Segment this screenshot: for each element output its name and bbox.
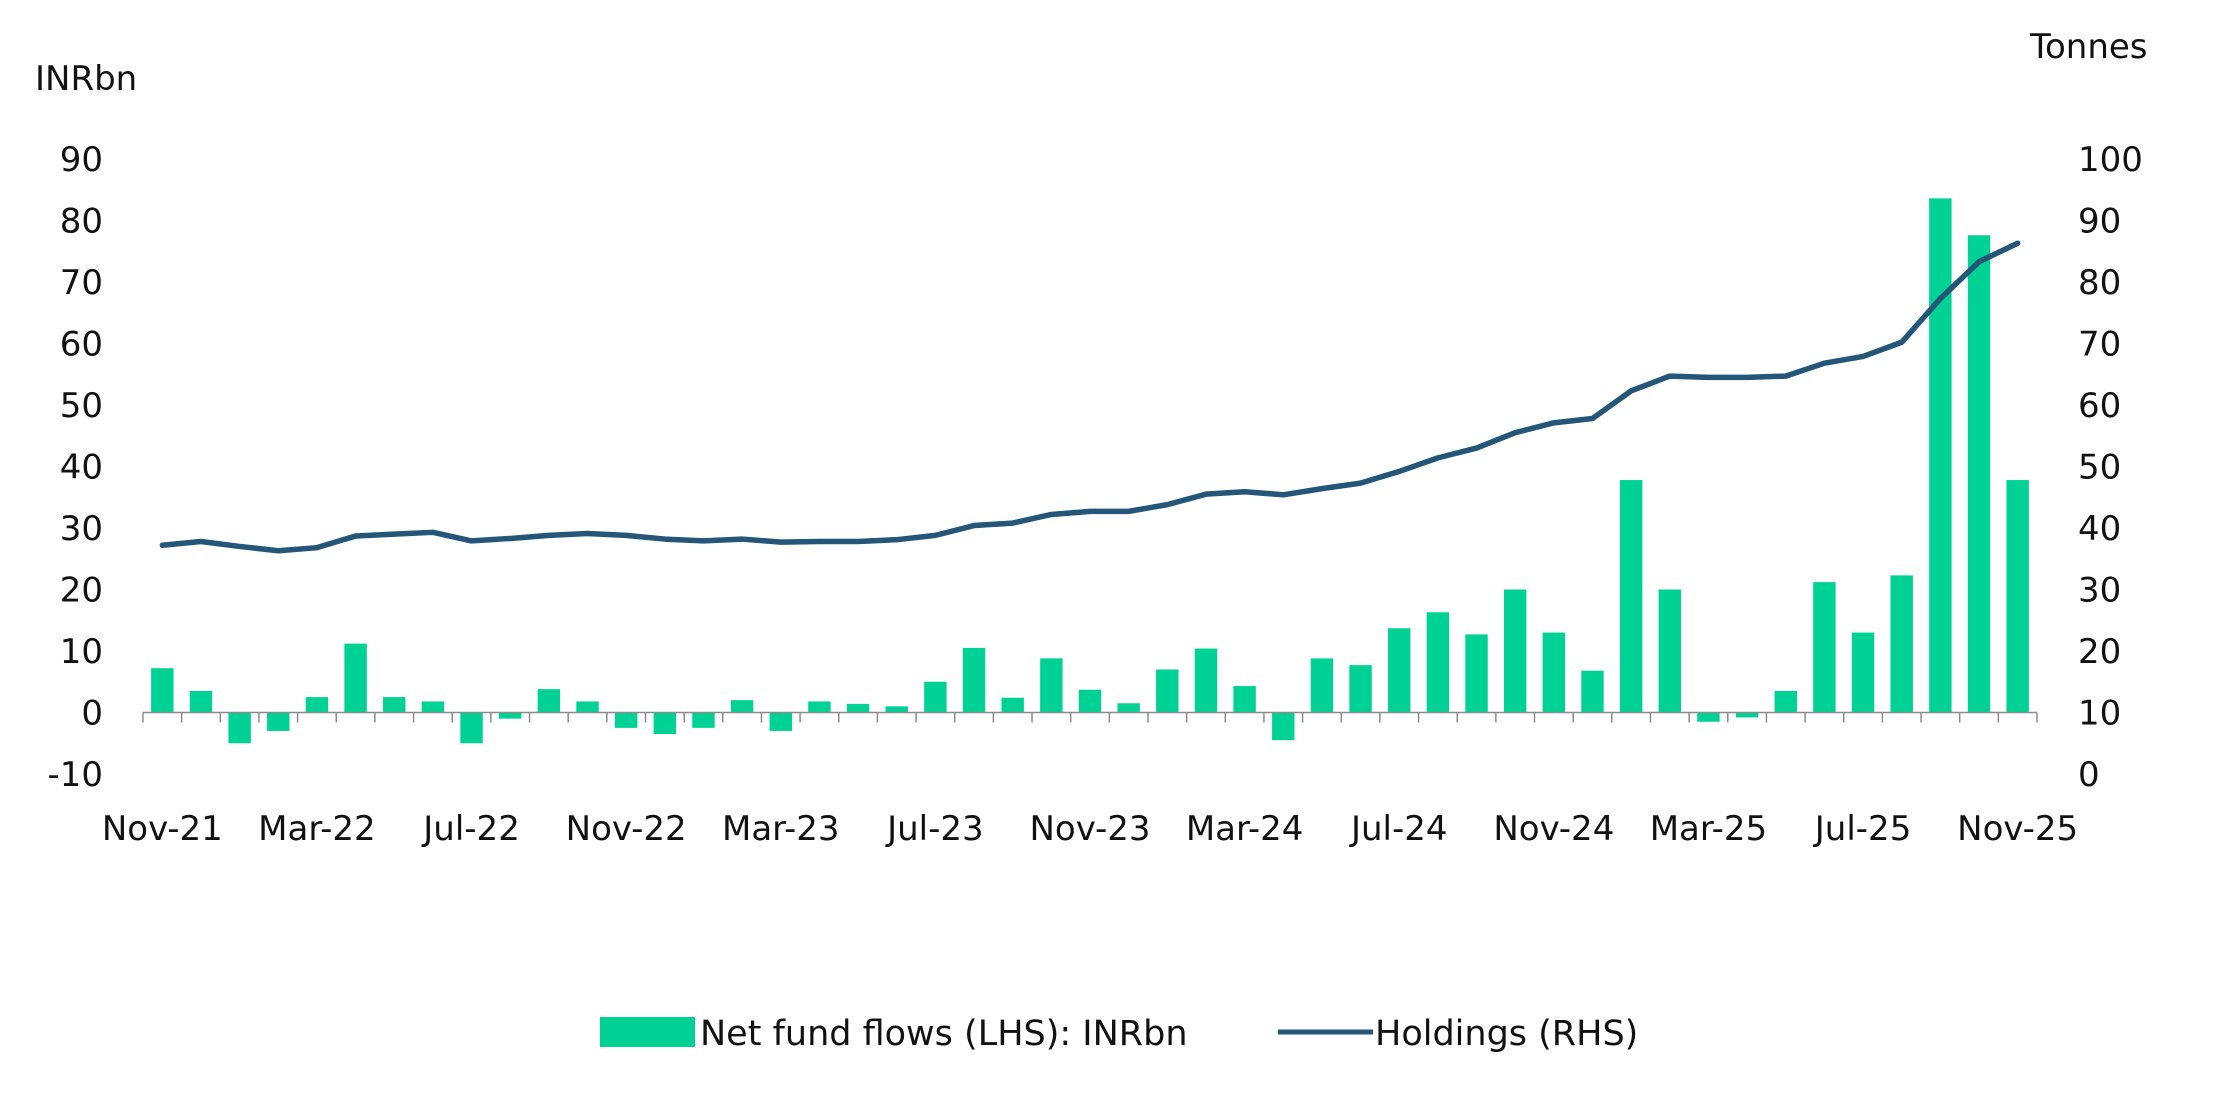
left-tick-label: 60 <box>60 325 103 365</box>
bar-aug-25 <box>1890 575 1913 713</box>
x-tick-label: Jul-24 <box>1349 809 1448 849</box>
bar-series-net-fund-flows <box>151 198 2029 744</box>
bar-apr-22 <box>344 643 367 713</box>
bar-dec-21 <box>189 690 213 713</box>
x-tick-label: Jul-22 <box>421 809 520 849</box>
chart-axes <box>142 711 2038 723</box>
bar-may-25 <box>1774 690 1797 713</box>
bar-oct-22 <box>576 701 599 713</box>
bar-oct-24 <box>1503 589 1527 713</box>
bar-sep-23 <box>1001 697 1024 713</box>
right-axis-ticks: 0 10 20 30 40 50 60 70 80 90 100 <box>2078 140 2143 795</box>
bar-aug-22 <box>498 712 522 719</box>
left-tick-label: 90 <box>60 140 103 180</box>
bar-jan-25 <box>1619 480 1643 713</box>
legend-label-net-fund-flows: Net fund flows (LHS): INRbn <box>700 1014 1188 1054</box>
bar-jun-23 <box>885 706 908 713</box>
bar-nov-22 <box>614 712 638 728</box>
bar-aug-23 <box>962 647 986 713</box>
x-tick-label: Nov-24 <box>1493 809 1614 849</box>
bar-mar-23 <box>769 712 792 731</box>
bar-jul-23 <box>924 681 947 713</box>
x-tick-label: Nov-22 <box>566 809 687 849</box>
right-tick-label: 70 <box>2078 325 2121 365</box>
left-tick-label: 70 <box>60 263 103 303</box>
bar-dec-22 <box>653 712 677 735</box>
x-axis-ticks: Nov-21 Mar-22 Jul-22 Nov-22 Mar-23 Jul-23 Nov-… <box>102 809 2078 849</box>
right-tick-label: 90 <box>2078 202 2121 242</box>
left-axis-ticks: -10 0 10 20 30 40 50 60 70 80 90 <box>47 140 103 795</box>
bar-oct-25 <box>1967 235 1991 713</box>
bar-mar-25 <box>1697 712 1720 722</box>
right-tick-label: 10 <box>2078 694 2121 734</box>
right-tick-label: 20 <box>2078 632 2121 672</box>
bar-sep-24 <box>1465 634 1488 713</box>
right-axis-unit-label: Tonnes <box>2029 27 2148 67</box>
bar-apr-24 <box>1272 712 1295 741</box>
x-tick-label: Mar-25 <box>1650 809 1768 849</box>
bar-nov-25 <box>2006 480 2029 713</box>
bar-nov-24 <box>1542 632 1566 713</box>
line-series-holdings <box>159 240 2021 554</box>
bar-jun-24 <box>1349 665 1372 713</box>
bar-may-22 <box>383 697 406 713</box>
right-tick-label: 60 <box>2078 386 2121 426</box>
left-tick-label: 50 <box>60 386 103 426</box>
bar-jan-24 <box>1156 669 1179 713</box>
bar-feb-25 <box>1658 589 1682 713</box>
legend-bar-swatch <box>600 1017 695 1047</box>
left-tick-label: 80 <box>60 202 103 242</box>
left-tick-label: 30 <box>60 509 103 549</box>
right-tick-label: 30 <box>2078 571 2121 611</box>
right-tick-label: 50 <box>2078 448 2121 488</box>
x-tick-label: Mar-23 <box>722 809 840 849</box>
bar-dec-24 <box>1581 670 1604 713</box>
bar-may-24 <box>1310 658 1334 713</box>
bar-feb-22 <box>267 712 290 731</box>
bar-mar-24 <box>1233 686 1256 713</box>
bar-nov-21 <box>151 668 174 713</box>
bar-jul-25 <box>1851 632 1875 713</box>
bar-sep-22 <box>537 689 561 713</box>
bar-apr-25 <box>1735 712 1759 718</box>
left-tick-label: 20 <box>60 571 103 611</box>
legend-label-holdings: Holdings (RHS) <box>1375 1014 1638 1054</box>
right-tick-label: 100 <box>2078 140 2143 180</box>
bar-sep-25 <box>1929 198 1952 713</box>
right-tick-label: 0 <box>2078 755 2100 795</box>
bar-oct-23 <box>1040 658 1063 713</box>
x-tick-label: Mar-22 <box>258 809 376 849</box>
bar-may-23 <box>846 703 870 713</box>
bar-feb-23 <box>730 700 754 713</box>
x-tick-label: Mar-24 <box>1186 809 1304 849</box>
left-axis-unit-label: INRbn <box>35 59 137 99</box>
bar-aug-24 <box>1426 612 1450 713</box>
bar-apr-23 <box>808 701 831 713</box>
left-tick-label: 10 <box>60 632 103 672</box>
bar-dec-23 <box>1117 703 1140 713</box>
left-tick-label: 40 <box>60 448 103 488</box>
x-tick-label: Nov-21 <box>102 809 223 849</box>
right-tick-label: 80 <box>2078 263 2121 303</box>
x-tick-label: Jul-25 <box>1813 809 1912 849</box>
bar-jul-24 <box>1388 628 1411 713</box>
bar-jan-23 <box>692 712 715 728</box>
bar-jan-22 <box>228 712 251 744</box>
x-tick-label: Jul-23 <box>885 809 984 849</box>
bar-jun-22 <box>421 701 445 713</box>
legend: Net fund flows (LHS): INRbn Holdings (RH… <box>600 1014 1638 1054</box>
bar-jun-25 <box>1813 582 1836 713</box>
bar-jul-22 <box>460 712 483 744</box>
right-tick-label: 40 <box>2078 509 2121 549</box>
x-tick-label: Nov-23 <box>1030 809 1151 849</box>
x-tick-label: Nov-25 <box>1957 809 2078 849</box>
bar-mar-22 <box>305 697 329 713</box>
left-tick-label: -10 <box>47 755 103 795</box>
bar-nov-23 <box>1078 689 1102 713</box>
left-tick-label: 0 <box>81 694 103 734</box>
bar-feb-24 <box>1194 648 1218 713</box>
holdings-line <box>159 240 2021 554</box>
